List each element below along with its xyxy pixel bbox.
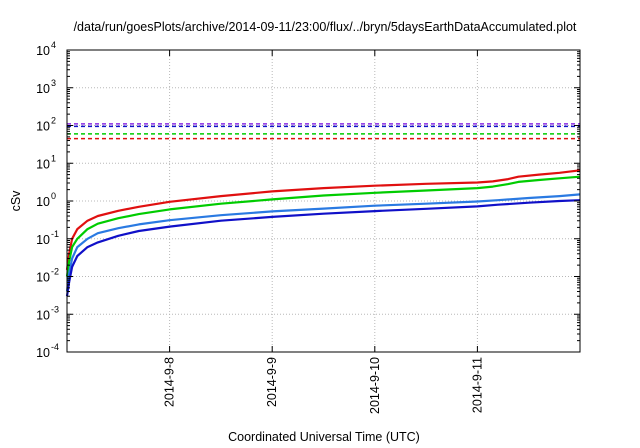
y-tick-exponent: -3 (51, 304, 59, 314)
y-tick-label: 10 3 (36, 78, 56, 96)
x-tick-label: 2014-9-8 (163, 357, 177, 407)
y-tick-exponent: 0 (51, 191, 56, 201)
series-line (65, 175, 581, 277)
y-tick-exponent: 2 (51, 116, 56, 126)
y-tick-label: 10 -4 (36, 342, 59, 360)
y-tick-exponent: 4 (51, 40, 56, 50)
y-tick-label: 10 4 (36, 40, 56, 58)
y-axis-label: cSv (9, 190, 23, 212)
x-axis-ticks: 2014-9-8 2014-9-9 2014-9-10 2014-9-11 (163, 50, 484, 414)
y-tick-label: 10 -1 (36, 229, 59, 247)
series-line (65, 193, 581, 292)
y-tick-mantissa: 10 (36, 44, 50, 58)
y-tick-mantissa: 10 (36, 157, 50, 171)
y-tick-exponent: -1 (51, 229, 59, 239)
series-line (65, 199, 581, 297)
y-tick-label: 10 0 (36, 191, 56, 209)
chart-title: /data/run/goesPlots/archive/2014-09-11/2… (74, 20, 577, 34)
y-tick-mantissa: 10 (36, 271, 50, 285)
y-tick-mantissa: 10 (36, 233, 50, 247)
y-tick-mantissa: 10 (36, 120, 50, 134)
y-tick-mantissa: 10 (36, 82, 50, 96)
y-tick-exponent: 3 (51, 78, 56, 88)
plot-frame (66, 49, 581, 353)
x-tick-label: 2014-9-10 (368, 357, 382, 414)
grid (67, 50, 580, 352)
y-tick-mantissa: 10 (36, 308, 50, 322)
y-tick-exponent: -2 (51, 267, 59, 277)
series-line (65, 169, 581, 271)
x-axis-label: Coordinated Universal Time (UTC) (228, 430, 420, 444)
series-lines (65, 169, 581, 297)
threshold-lines (67, 123, 580, 140)
y-tick-label: 10 -2 (36, 267, 59, 285)
y-tick-label: 10 -3 (36, 304, 59, 322)
y-tick-exponent: 1 (51, 153, 56, 163)
y-tick-exponent: -4 (51, 342, 59, 352)
x-tick-label: 2014-9-9 (265, 357, 279, 407)
y-tick-mantissa: 10 (36, 346, 50, 360)
y-tick-label: 10 1 (36, 153, 56, 171)
x-tick-label: 2014-9-11 (470, 357, 484, 413)
y-tick-mantissa: 10 (36, 195, 50, 209)
y-tick-label: 10 2 (36, 116, 56, 134)
